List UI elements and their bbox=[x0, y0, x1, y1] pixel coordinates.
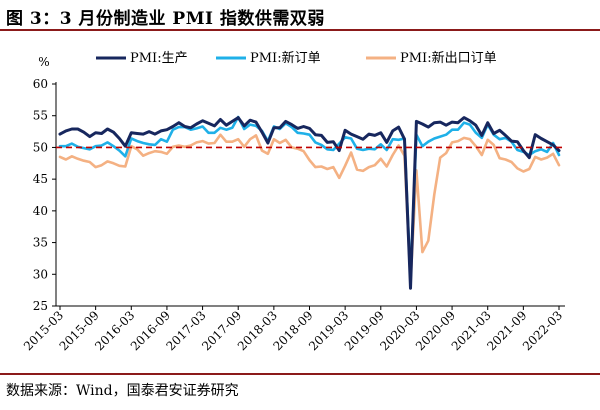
y-tick-label: 35 bbox=[33, 236, 48, 250]
series-line-new-export-orders bbox=[58, 133, 561, 284]
y-axis-label: % bbox=[38, 55, 49, 69]
figure-title: 图 3：3 月份制造业 PMI 指数供需双弱 bbox=[6, 9, 325, 29]
y-tick-label: 25 bbox=[33, 299, 48, 313]
legend-label: PMI:新订单 bbox=[250, 50, 321, 66]
title-rule bbox=[0, 29, 600, 31]
series-line-new-orders bbox=[58, 115, 561, 281]
series-line-production bbox=[58, 116, 561, 290]
x-tick-label: 2022-03 bbox=[520, 308, 565, 353]
y-tick-label: 45 bbox=[33, 172, 48, 186]
series-layer bbox=[56, 115, 565, 290]
y-tick-label: 55 bbox=[33, 109, 48, 123]
y-tick-label: 40 bbox=[33, 204, 48, 218]
legend: PMI:生产 PMI:新订单 PMI:新出口订单 bbox=[96, 50, 497, 66]
source-note: 数据来源：Wind，国泰君安证券研究 bbox=[6, 383, 239, 399]
legend-label: PMI:生产 bbox=[130, 51, 188, 66]
y-tick-label: 30 bbox=[33, 267, 48, 281]
x-axis: 2015-032015-092016-032016-092017-032017-… bbox=[21, 305, 565, 353]
legend-label: PMI:新出口订单 bbox=[400, 50, 497, 66]
y-axis: % 25 30 35 40 45 50 55 60 bbox=[33, 55, 57, 313]
y-tick-label: 50 bbox=[33, 140, 48, 154]
y-tick-label: 60 bbox=[33, 77, 48, 91]
source-rule bbox=[0, 373, 600, 375]
